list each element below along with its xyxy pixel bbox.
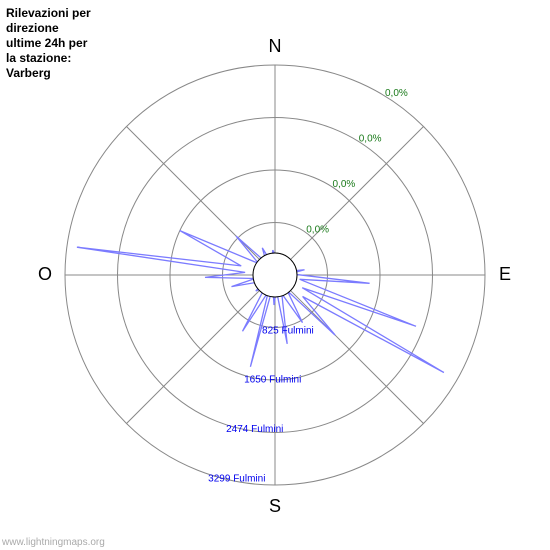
credit-text: www.lightningmaps.org <box>2 537 105 548</box>
cardinal-s: S <box>269 496 281 516</box>
ring-label-pct: 0,0% <box>359 134 382 145</box>
ring-label-pct: 0,0% <box>333 179 356 190</box>
cardinal-w: O <box>38 264 52 284</box>
ring-label-bottom: 825 Fulmini <box>262 325 314 336</box>
ring-label-bottom: 2474 Fulmini <box>226 424 283 435</box>
lightning-rose-polygon <box>77 231 444 373</box>
cardinal-n: N <box>269 36 282 56</box>
ring-label-pct: 0,0% <box>306 225 329 236</box>
ring-label-pct: 0,0% <box>385 88 408 99</box>
ring-label-bottom: 3299 Fulmini <box>208 473 265 484</box>
cardinal-e: E <box>499 264 511 284</box>
chart-title: Rilevazioni per direzione ultime 24h per… <box>6 6 91 81</box>
wind-rose-chart: 825 Fulmini 1650 Fulmini 2474 Fulmini 3299 … <box>0 0 550 550</box>
ring-label-bottom: 1650 Fulmini <box>244 375 301 386</box>
center-hub <box>253 253 297 297</box>
